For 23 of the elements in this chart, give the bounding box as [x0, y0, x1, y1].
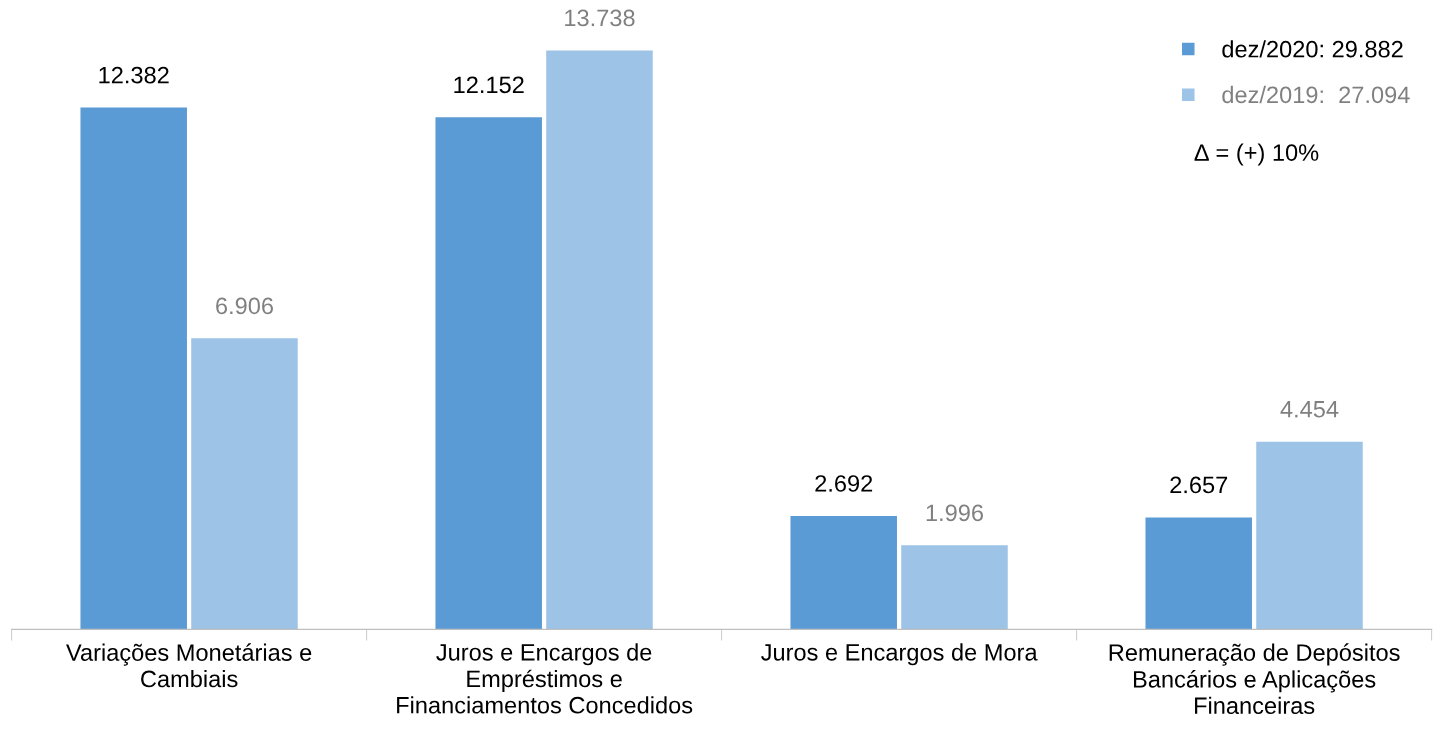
data-label: 12.152: [454, 76, 524, 94]
bar: [1256, 441, 1363, 630]
bar: [1145, 517, 1252, 630]
x-tick-label: Variações Monetárias e Cambiais: [66, 643, 312, 688]
annotation: ∆ = (+) 10%: [1194, 143, 1319, 166]
bar: [191, 338, 298, 630]
data-label: 13.738: [565, 9, 635, 27]
legend-label: dez/2019: 27.094: [1222, 85, 1410, 104]
legend-label: dez/2020: 29.882: [1222, 40, 1403, 58]
bar: [546, 50, 653, 630]
bar: [901, 545, 1008, 630]
data-label: 4.454: [1280, 401, 1339, 418]
data-label: 1.996: [926, 504, 983, 522]
data-label: 2.692: [815, 475, 873, 492]
bar: [790, 515, 897, 630]
data-label: 2.657: [1170, 476, 1228, 494]
bar: [80, 107, 187, 630]
bar: [435, 117, 542, 630]
x-tick-label: Juros e Encargos de Empréstimos e Financiamentos Concedidos: [397, 643, 693, 714]
data-label: 12.382: [99, 66, 169, 84]
x-tick-label: Juros e Encargos de Mora: [761, 643, 1038, 666]
x-tick-label: Remuneração de Depósitos Bancários e Aplicações Financeiras: [1109, 643, 1400, 715]
data-label: 6.906: [216, 297, 273, 315]
